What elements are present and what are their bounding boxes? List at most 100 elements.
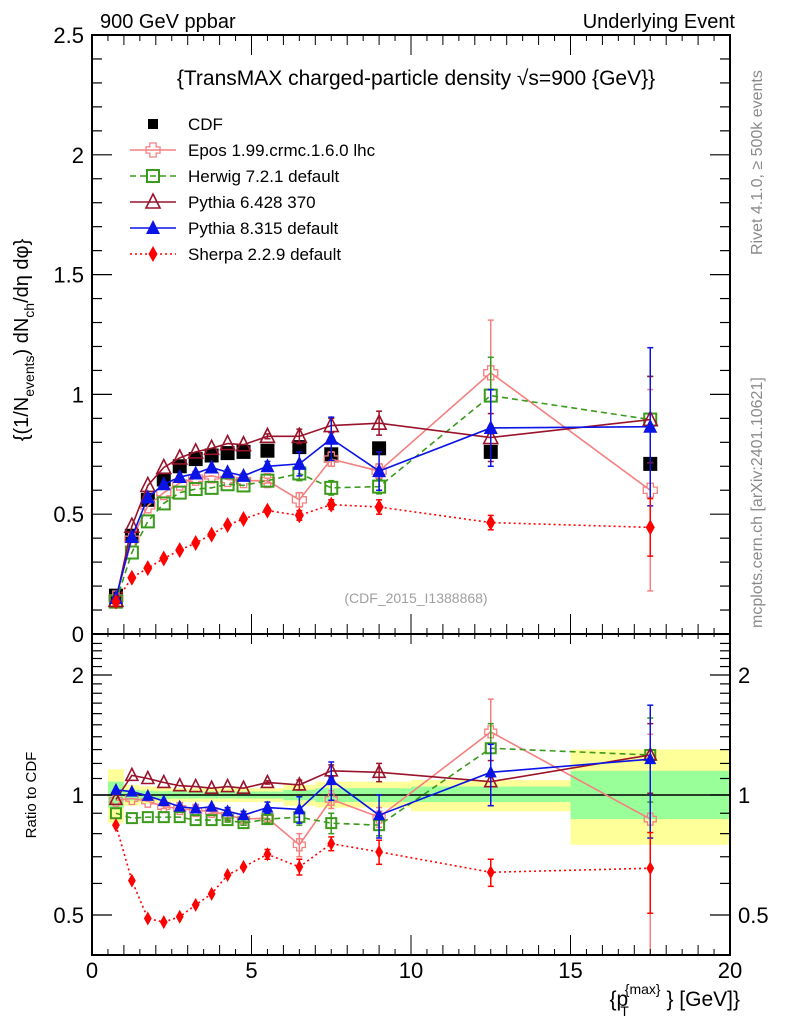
mcplots-label: mcplots.cern.ch [arXiv:2401.10621] [749, 377, 766, 628]
data-point [159, 915, 168, 930]
data-point [141, 788, 154, 801]
axes: 0 0.5 1 1.5 2 2.5 0 5 10 15 20 0.5 0.5 1 1 2 2 [53, 23, 768, 983]
data-point [141, 811, 154, 824]
data-point [191, 897, 200, 912]
data-point [156, 496, 171, 511]
data-point [207, 526, 217, 543]
data-point [203, 438, 220, 456]
data-point [223, 867, 232, 882]
x-tick-label: 20 [718, 958, 742, 983]
data-point [207, 886, 216, 901]
data-point [235, 434, 252, 452]
series-pythia-8-315-default [108, 346, 658, 605]
x-tick-label: 5 [245, 958, 257, 983]
ratio-uncertainty-bands [92, 749, 730, 845]
data-point [223, 516, 233, 533]
data-point [486, 514, 496, 531]
data-point [291, 492, 307, 508]
data-point [237, 808, 250, 821]
data-point [175, 542, 185, 559]
data-point [261, 800, 274, 813]
data-point [292, 440, 307, 455]
series-line [115, 394, 651, 602]
data-point [172, 469, 187, 484]
data-point [172, 776, 188, 792]
data-point [643, 812, 657, 826]
data-point [125, 784, 138, 797]
data-point [204, 448, 219, 463]
ratio-y-axis-label: Ratio to CDF [23, 752, 40, 839]
series-sherpa-2-2-9-default [111, 496, 655, 610]
data-point [175, 909, 184, 924]
data-point [236, 467, 251, 482]
data-point [642, 482, 658, 498]
data-point [263, 847, 272, 862]
data-point [645, 519, 655, 536]
legend-marker [148, 246, 158, 262]
data-point [127, 569, 137, 586]
data-point [109, 782, 122, 795]
series-sherpa-2-2-9-default [112, 818, 655, 930]
y-tick-label: 0 [72, 622, 84, 647]
data-point [324, 430, 339, 445]
data-point [220, 464, 235, 479]
data-point [220, 446, 235, 461]
series-herwig-7-2-1-default [108, 356, 658, 609]
data-point [171, 448, 189, 465]
data-point [173, 799, 186, 812]
data-point [172, 485, 187, 500]
x-tick-label: 0 [86, 958, 98, 983]
ratio-y-tick-label: 1 [72, 783, 84, 808]
data-point [372, 463, 387, 478]
data-point [143, 911, 152, 926]
data-point [294, 507, 304, 524]
data-point [260, 473, 275, 488]
data-point [259, 426, 276, 444]
series-pythia-6-428-370 [107, 375, 659, 608]
data-point [325, 817, 338, 830]
data-point [189, 814, 202, 827]
data-point [483, 419, 498, 434]
data-point [156, 773, 172, 789]
data-point [260, 458, 275, 473]
data-point [155, 457, 173, 475]
data-point [292, 455, 307, 470]
main-plot-area [107, 319, 659, 610]
data-point [374, 499, 384, 516]
data-point [324, 480, 339, 495]
data-point [370, 413, 388, 430]
data-point [371, 463, 387, 479]
data-point [188, 465, 203, 480]
legend-item: CDF [148, 115, 223, 134]
data-point [205, 799, 218, 812]
data-point [323, 451, 339, 467]
data-point [112, 818, 120, 833]
data-point [188, 452, 203, 467]
data-point [205, 814, 218, 827]
ratio-y-tick-label: 2 [72, 663, 84, 688]
data-point [484, 765, 497, 778]
legend-item: Pythia 8.315 default [130, 219, 339, 238]
data-point [204, 779, 219, 795]
legend-label: Herwig 7.2.1 default [188, 167, 339, 186]
ratio-y-tick-label-right: 0.5 [738, 903, 769, 928]
top-left-label: 900 GeV ppbar [100, 11, 236, 33]
data-point [173, 811, 186, 824]
legend-marker [144, 192, 162, 209]
main-y-axis-label: {(1/Nevents) dNch/dη dφ} [11, 238, 37, 441]
y-tick-label: 0.5 [53, 502, 84, 527]
series-line [115, 754, 651, 800]
data-point [292, 776, 307, 791]
ratio-y-tick-label-right: 2 [738, 663, 750, 688]
series-cdf [108, 440, 658, 603]
data-point [372, 441, 387, 456]
series-line [115, 418, 651, 601]
data-point [191, 534, 201, 551]
data-point [188, 777, 203, 793]
data-point [324, 792, 338, 807]
data-point [238, 510, 249, 527]
top-right-label: Underlying Event [583, 11, 736, 33]
data-point [643, 418, 658, 433]
ratio-y-tick-label: 0.5 [53, 903, 84, 928]
